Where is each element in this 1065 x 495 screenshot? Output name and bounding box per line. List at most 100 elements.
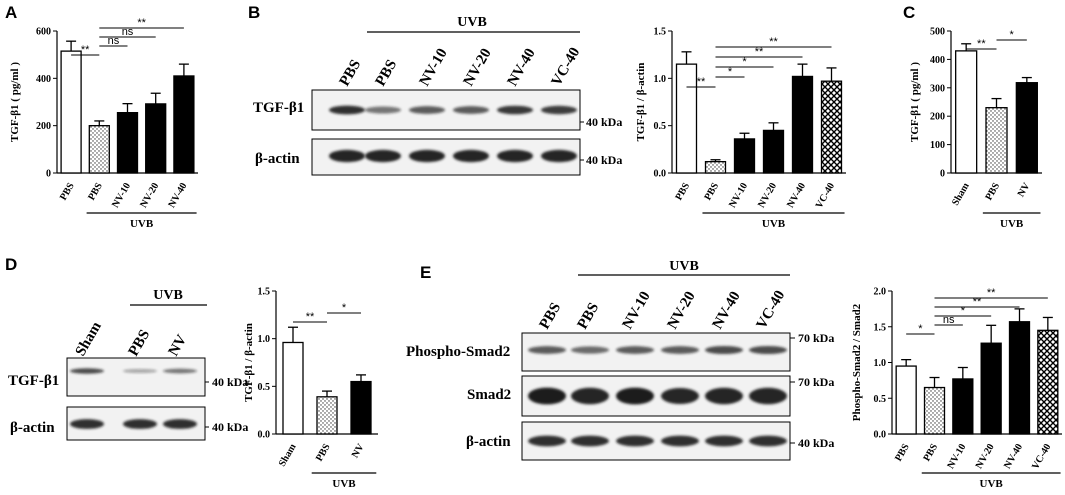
bar: [316, 396, 338, 435]
blot-e-lane-label: PBS: [537, 300, 565, 332]
blot-band: [749, 345, 787, 355]
blot-band: [453, 149, 489, 163]
bar: [1008, 321, 1031, 435]
blot-band: [616, 346, 654, 354]
blot-band: [409, 106, 445, 114]
y-axis-label: TGF-β1 ( pg/ml ): [9, 62, 21, 142]
panel-label-b: B: [248, 3, 260, 22]
blot-band: [528, 346, 566, 354]
blot-b-row-label: β-actin: [255, 151, 300, 167]
uvb-group-label: UVB: [332, 478, 356, 490]
blot-band: [571, 387, 609, 405]
category-label: VC-40: [814, 181, 837, 211]
blot-d-lane-label: Sham: [73, 319, 105, 359]
bar: [145, 103, 167, 174]
uvb-group-label: UVB: [980, 478, 1004, 490]
uvb-group-label: UVB: [1000, 218, 1024, 230]
y-tick-label: 0.5: [874, 394, 887, 405]
y-tick-label: 1.0: [654, 74, 667, 85]
y-tick-label: 400: [36, 74, 51, 85]
significance-label: **: [987, 287, 996, 299]
y-tick-label: 200: [930, 112, 945, 123]
blot-band: [661, 388, 699, 404]
blot-d-lane-label: PBS: [126, 327, 154, 359]
blot-e-lane-label: NV-40: [710, 289, 744, 332]
bar: [820, 80, 843, 174]
bar: [955, 50, 978, 174]
blot-e-row-label: Smad2: [467, 387, 511, 403]
chart-e: 0.0 0.5 1.0 1.5 2.0 Phospho-Smad2 / Smad2 PBS P…: [851, 287, 1062, 490]
y-axis-label: TGF-β1 / β-actin: [635, 63, 647, 142]
blot-d-kda: 40 kDa: [212, 375, 248, 389]
category-label: NV-40: [166, 181, 189, 210]
bar: [116, 112, 139, 174]
significance-label: ns: [108, 35, 120, 47]
category-label: Sham: [277, 441, 299, 468]
blot-b-lane-label: NV-10: [417, 46, 451, 89]
bar: [60, 50, 82, 174]
bar: [980, 342, 1002, 435]
bar: [923, 386, 946, 435]
y-tick-label: 0: [940, 169, 945, 180]
blot-d-row-label: TGF-β1: [8, 373, 59, 389]
panel-label-c: C: [903, 3, 915, 22]
blot-band: [705, 435, 743, 447]
significance-label: *: [728, 66, 733, 78]
blot-band: [528, 387, 566, 405]
blot-e-row-label: Phospho-Smad2: [406, 344, 510, 360]
panel-label-d: D: [5, 255, 17, 274]
chart-d: 0.0 0.5 1.0 1.5 TGF-β1 / β-actin Sham PBS NV UVB…: [243, 287, 378, 490]
bar: [704, 160, 727, 174]
significance-label: ns: [943, 314, 955, 326]
blot-b-lane-label: NV-20: [461, 46, 495, 89]
bar: [282, 341, 304, 435]
bar: [1015, 82, 1038, 174]
y-axis-label: Phospho-Smad2 / Smad2: [851, 303, 863, 421]
significance-label: **: [755, 46, 764, 58]
category-label: PBS: [86, 181, 105, 203]
y-tick-label: 600: [36, 27, 51, 38]
category-label: PBS: [58, 181, 77, 203]
blot-e-lane-label: PBS: [575, 300, 603, 332]
bar: [675, 63, 698, 174]
y-tick-label: 400: [930, 55, 945, 66]
blot-b-lane-labels: PBS PBS NV-10 NV-20 NV-40 VC-40: [337, 45, 584, 89]
blot-band: [365, 106, 401, 114]
category-label: VC-40: [1030, 442, 1053, 472]
blot-band: [497, 149, 533, 163]
blot-d-bands: [70, 368, 197, 429]
y-axis-label: TGF-β1 ( pg/ml ): [909, 62, 921, 142]
blot-e-lane-label: NV-20: [665, 289, 699, 332]
category-label: Sham: [950, 180, 972, 207]
significance-label: ns: [122, 26, 134, 38]
blot-b-lane-label: PBS: [373, 57, 401, 89]
significance-label: *: [1010, 29, 1015, 41]
blot-d: UVB Sham PBS NV TGF-β1 β-actin 40 kDa 40…: [8, 288, 248, 441]
blot-b-bands: [329, 105, 577, 163]
significance-label: **: [137, 17, 146, 29]
significance-label: *: [742, 56, 747, 68]
y-tick-label: 0.0: [258, 430, 271, 441]
blot-band: [541, 149, 577, 163]
blot-band: [453, 106, 489, 114]
significance-label: **: [697, 76, 706, 88]
blot-e-membrane-phospho: [521, 332, 791, 372]
bar: [88, 125, 110, 174]
blot-e-membrane-smad2: [521, 375, 791, 417]
y-tick-label: 100: [930, 140, 945, 151]
blot-band: [661, 346, 699, 354]
blot-e-kda: 70 kDa: [798, 331, 834, 345]
bar: [791, 75, 814, 174]
blot-d-lane-label: NV: [166, 332, 191, 359]
panel-label-e: E: [420, 263, 431, 282]
blot-b-lane-label: NV-40: [505, 46, 539, 89]
blot-b-kda: 40 kDa: [586, 153, 622, 167]
y-tick-label: 1.5: [874, 322, 887, 333]
category-label: NV-40: [1002, 442, 1025, 471]
bar: [1037, 329, 1059, 435]
y-tick-label: 1.5: [654, 27, 667, 38]
blot-d-kda: 40 kDa: [212, 420, 248, 434]
significance-label: *: [342, 302, 347, 314]
bar: [895, 365, 917, 435]
